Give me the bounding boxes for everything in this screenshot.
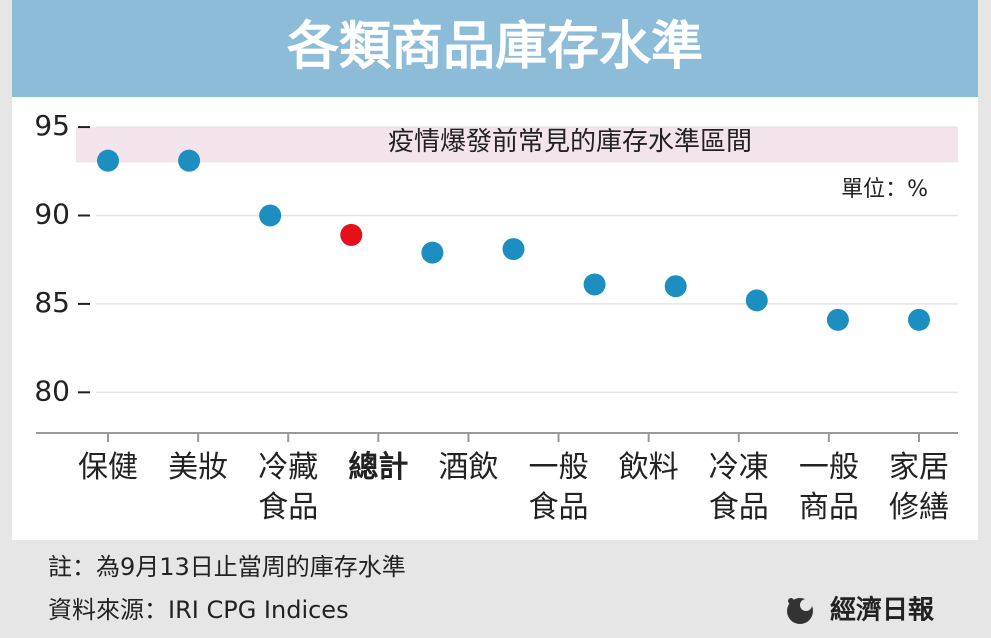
x-tick-label: 美妝 (168, 450, 228, 485)
y-tick-label: 80 (34, 374, 70, 407)
title-bar (12, 0, 978, 97)
point (583, 273, 606, 296)
point (259, 204, 282, 227)
x-tick-label: 酒飲 (438, 450, 498, 485)
point (421, 241, 444, 264)
point (908, 308, 930, 331)
note: 註：為9月13日止當周的庫存水準 (48, 553, 406, 581)
point (664, 275, 687, 298)
point (178, 149, 201, 172)
x-tick-label: 冷凍食品 (709, 450, 769, 525)
x-tick-label: 家居修繕 (889, 450, 949, 525)
chart-title: 各類商品庫存水準 (287, 17, 703, 77)
unit-label: 單位：% (841, 177, 928, 202)
source: 資料來源：IRI CPG Indices (48, 596, 349, 624)
brand: 經濟日報 (830, 595, 935, 626)
x-tick-label: 一般食品 (529, 450, 589, 525)
point (502, 238, 525, 261)
band-label: 疫情爆發前常見的庫存水準區間 (388, 127, 752, 157)
x-tick-label: 總計 (348, 450, 408, 485)
x-tick-label: 飲料 (619, 450, 679, 485)
point (97, 149, 119, 172)
point (340, 223, 363, 246)
x-tick-label: 冷藏食品 (258, 450, 318, 525)
plot-background (12, 97, 978, 540)
brand-logo (787, 598, 813, 624)
y-tick-label: 95 (34, 109, 70, 142)
y-tick-label: 85 (34, 286, 70, 319)
x-tick-label: 一般商品 (799, 450, 859, 525)
point (745, 289, 768, 312)
y-tick-label: 90 (34, 197, 70, 230)
point (826, 308, 849, 331)
x-tick-label: 保健 (78, 450, 138, 485)
reference-band (76, 127, 958, 163)
